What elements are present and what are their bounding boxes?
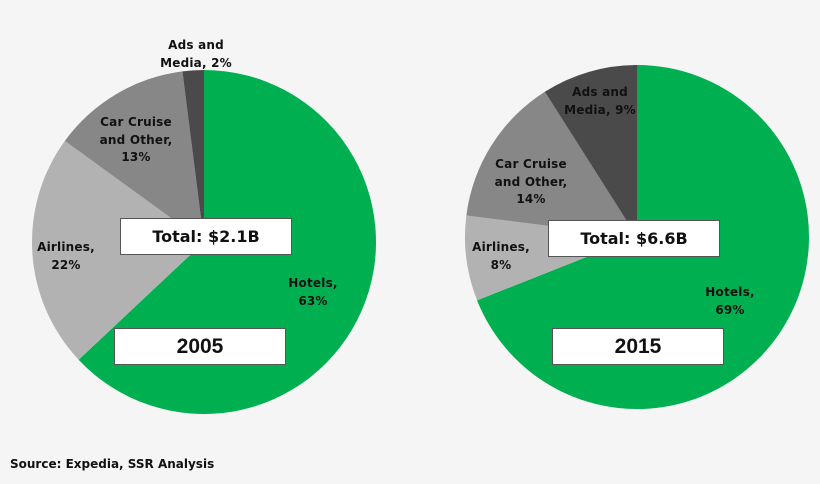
pie-slice-airlines-2005 [31,140,205,360]
label-hotels-2015: Hotels, 69% [705,285,755,317]
label-car-2015: Car Cruise and Other, 14% [494,157,568,206]
year-box-2015: 2015 [552,328,724,365]
pie-slice-ads-and-media-2015 [544,65,637,237]
total-box-2005: Total: $2.1B [120,218,292,255]
label-airlines-2005: Airlines, 22% [37,240,95,272]
total-box-2015: Total: $6.6B [548,220,720,257]
label-car-2005: Car Cruise and Other, 13% [99,115,173,164]
pie-slice-car-cruise-and-other-2015 [466,91,637,237]
label-hotels-2005: Hotels, 63% [288,276,338,308]
pie-slice-ads-and-media-2005 [182,70,204,242]
label-ads-2015: Ads and Media, 9% [564,85,636,117]
year-box-2005: 2005 [114,328,286,365]
label-airlines-2015: Airlines, 8% [472,240,530,272]
label-ads-2005: Ads and Media, 2% [160,38,232,70]
source-note: Source: Expedia, SSR Analysis [10,457,215,471]
pie-slice-car-cruise-and-other-2005 [64,71,204,243]
